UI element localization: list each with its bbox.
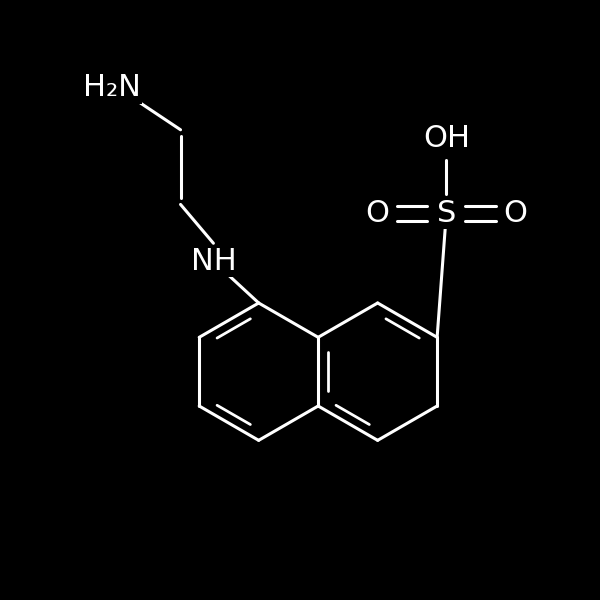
Text: S: S [437, 199, 456, 228]
Text: OH: OH [423, 124, 470, 153]
Text: O: O [503, 199, 527, 228]
Text: H₂N: H₂N [83, 73, 141, 103]
Text: NH: NH [191, 247, 236, 275]
Text: O: O [365, 199, 389, 228]
